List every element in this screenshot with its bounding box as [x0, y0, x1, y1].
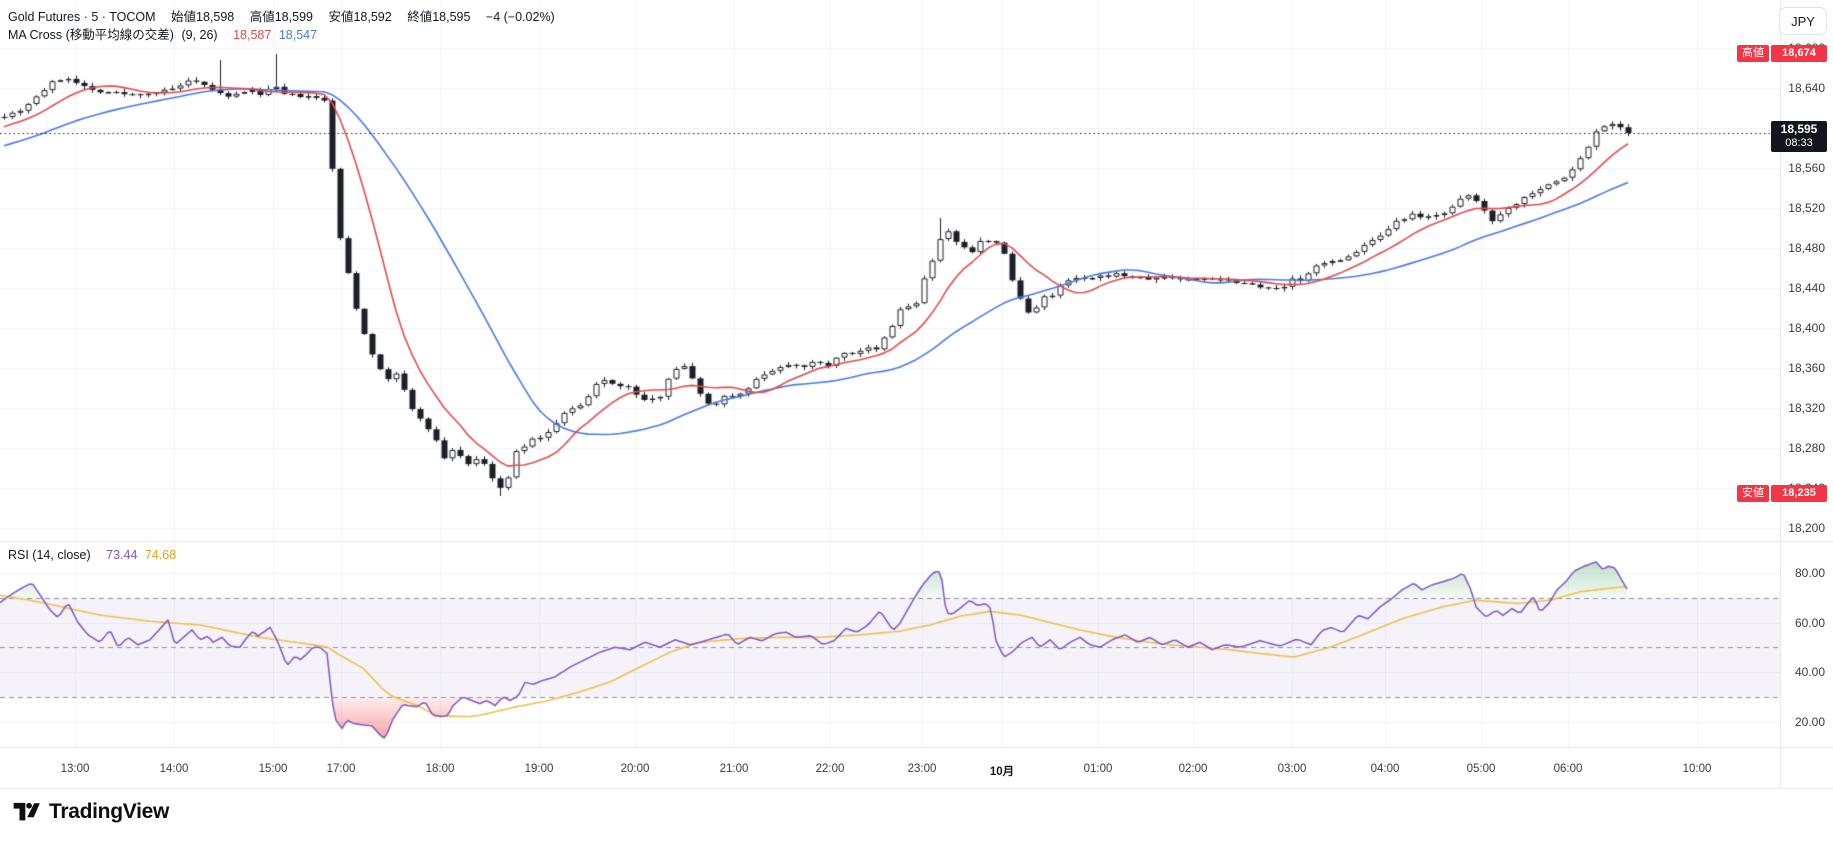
time-axis-label: 15:00	[258, 763, 288, 775]
time-axis-label: 13:00	[60, 763, 90, 775]
symbol-title: Gold Futures · 5 · TOCOM	[8, 10, 156, 24]
session-low-value: 18,235	[1771, 485, 1827, 502]
tradingview-logo-text: TradingView	[49, 800, 170, 823]
time-axis-label: 23:00	[907, 763, 937, 775]
price-axis-label: 18,640	[1788, 81, 1825, 95]
high-value: 18,599	[274, 10, 313, 24]
tradingview-attribution[interactable]: TradingView	[12, 800, 169, 824]
rsi-legend-row[interactable]: RSI (14, close) 73.44 74.68	[8, 548, 180, 562]
high-label: 高値	[249, 10, 275, 24]
last-price-value: 18,595	[1780, 122, 1818, 136]
open-label: 始値	[170, 10, 196, 24]
time-axis-label: 19:00	[524, 763, 554, 775]
rsi-name: RSI (14, close)	[8, 548, 91, 562]
price-axis-label: 18,440	[1788, 281, 1825, 295]
time-axis-label: 17:00	[326, 763, 356, 775]
rsi-axis-label: 20.00	[1794, 714, 1825, 729]
session-high-label: 高値	[1737, 45, 1769, 62]
low-value: 18,592	[353, 10, 392, 24]
price-axis-label: 18,200	[1788, 521, 1825, 535]
price-axis-label: 18,560	[1788, 161, 1825, 175]
price-axis-label: 18,280	[1788, 441, 1825, 455]
price-axis-label: 18,400	[1788, 321, 1825, 335]
time-axis-label: 01:00	[1083, 763, 1113, 775]
currency-toggle-button[interactable]: JPY	[1779, 7, 1827, 35]
ma-cross-legend-row[interactable]: MA Cross (移動平均線の交差) (9, 26) 18,587 18,54…	[8, 24, 321, 43]
change-value: −4 (−0.02%)	[485, 10, 555, 24]
ma-slow-value: 18,547	[278, 28, 318, 42]
rsi-axis-label: 40.00	[1794, 665, 1825, 679]
time-axis-label: 21:00	[719, 763, 749, 775]
time-axis-label: 22:00	[815, 763, 845, 775]
rsi-axis-label: 80.00	[1794, 566, 1825, 580]
time-axis-label: 02:00	[1178, 763, 1208, 775]
price-axis-label: 18,360	[1788, 361, 1825, 375]
open-value: 18,598	[196, 10, 235, 24]
ma-fast-value: 18,587	[233, 28, 272, 42]
time-axis-label: 04:00	[1370, 763, 1400, 775]
time-axis-label: 18:00	[425, 763, 455, 775]
session-low-label: 安値	[1737, 485, 1769, 502]
close-label: 終値	[407, 10, 433, 24]
last-price-badge: 18,595 08:33	[1771, 121, 1827, 152]
time-axis-label: 10月	[989, 766, 1015, 778]
tradingview-logo-icon	[13, 802, 40, 821]
ma-cross-name: MA Cross (移動平均線の交差)	[8, 28, 174, 42]
time-axis-label: 05:00	[1466, 763, 1496, 775]
time-axis-label: 14:00	[159, 763, 189, 775]
price-axis-label: 18,320	[1788, 401, 1825, 415]
close-value: 18,595	[432, 10, 471, 24]
session-high-badge: 高値 18,674	[1737, 45, 1827, 62]
time-axis-label: 03:00	[1277, 763, 1307, 775]
last-price-time: 08:33	[1785, 137, 1813, 149]
time-axis-label: 10:00	[1682, 763, 1712, 775]
session-low-badge: 安値 18,235	[1737, 485, 1827, 502]
price-axis-label: 18,520	[1788, 201, 1825, 215]
time-axis-label: 20:00	[620, 763, 650, 775]
low-label: 安値	[328, 10, 354, 24]
session-high-value: 18,674	[1771, 45, 1827, 62]
rsi-value: 73.44	[106, 548, 138, 562]
time-axis-label: 06:00	[1553, 763, 1583, 775]
price-axis-label: 18,480	[1788, 241, 1825, 255]
rsi-axis-label: 60.00	[1794, 615, 1825, 630]
rsi-ma-value: 74.68	[144, 548, 177, 562]
ma-cross-params: (9, 26)	[181, 28, 218, 42]
symbol-legend-row[interactable]: Gold Futures · 5 · TOCOM 始値18,598 高値18,5…	[8, 6, 559, 25]
